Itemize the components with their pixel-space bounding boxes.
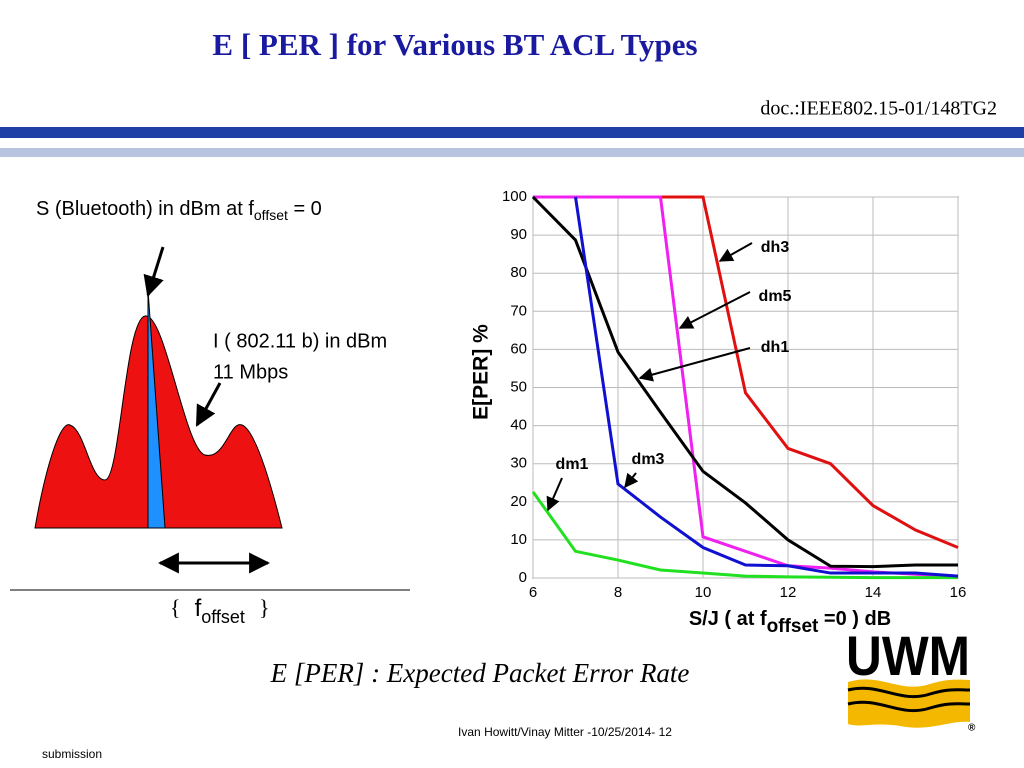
- annotation-arrow: [678, 291, 751, 329]
- y-tick-label: 20: [510, 493, 527, 510]
- y-tick-label: 10: [510, 531, 527, 548]
- header-bar: [0, 127, 1024, 138]
- series-label: dh1: [761, 339, 790, 356]
- interferer-rate: 11 Mbps: [213, 361, 288, 383]
- series-line: [574, 196, 959, 578]
- series-line: [531, 491, 958, 580]
- y-tick-label: 0: [519, 569, 527, 586]
- x-tick-label: 6: [529, 584, 537, 601]
- x-tick-label: 12: [780, 584, 797, 601]
- y-tick-label: 30: [510, 455, 527, 472]
- annotation-arrow: [718, 242, 753, 262]
- y-tick-label: 90: [510, 226, 527, 243]
- annotation-arrow: [546, 477, 563, 512]
- slide-title: E [ PER ] for Various BT ACL Types: [212, 27, 697, 62]
- y-tick-label: 40: [510, 417, 527, 434]
- annotation-arrow: [638, 347, 751, 382]
- y-tick-label: 80: [510, 264, 527, 281]
- y-tick-label: 60: [510, 340, 527, 357]
- doc-id: doc.:IEEE802.15-01/148TG2: [760, 98, 997, 120]
- x-tick-label: 8: [614, 584, 622, 601]
- signal-spike: [147, 289, 166, 529]
- plot: 0 10 20 30 40 50 60 70 80 90 100 6 8 10 12 14 16 dh3 dm5 dh…: [502, 188, 966, 601]
- logo-mark: ®: [968, 723, 976, 734]
- interferer-arrow: [195, 382, 222, 427]
- logo: UWM ®: [846, 624, 976, 734]
- logo-text: UWM: [846, 624, 970, 687]
- series-label: dm1: [556, 456, 589, 473]
- y-axis-label: E[PER] %: [470, 324, 493, 420]
- x-tick-label: 14: [865, 584, 882, 601]
- series-label: dm3: [632, 451, 665, 468]
- footer: Ivan Howitt/Vinay Mitter -10/25/2014- 12: [458, 725, 672, 739]
- signal-label: S (Bluetooth) in dBm at foffset = 0: [36, 198, 322, 222]
- annotation-arrow: [624, 472, 639, 489]
- spectrum-shape: [34, 315, 283, 529]
- series-label: dm5: [759, 288, 792, 305]
- submission: submission: [42, 747, 102, 761]
- interferer-label: I ( 802.11 b) in dBm: [213, 330, 387, 352]
- series-label: dh3: [761, 239, 790, 256]
- y-tick-label: 50: [510, 378, 527, 395]
- series-line: [531, 195, 958, 569]
- offset-label: {foffset}: [170, 595, 270, 627]
- signal-arrow: [143, 246, 165, 298]
- header-bar-light: [0, 148, 1024, 157]
- y-tick-label: 70: [510, 302, 527, 319]
- y-tick-label: 100: [502, 188, 527, 205]
- x-tick-label: 10: [695, 584, 712, 601]
- caption: E [PER] : Expected Packet Error Rate: [270, 658, 690, 688]
- x-tick-label: 16: [950, 584, 967, 601]
- x-axis-label: S/J ( at foffset =0 ) dB: [689, 608, 891, 637]
